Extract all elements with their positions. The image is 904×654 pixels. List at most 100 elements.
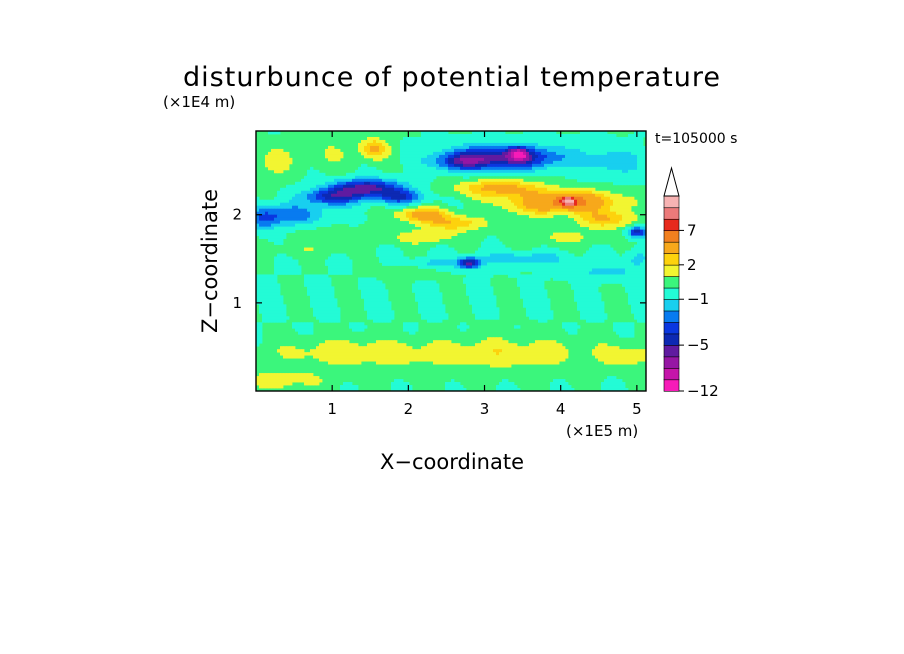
field-cell — [568, 211, 572, 216]
field-cell — [586, 250, 590, 254]
field-cell — [484, 184, 488, 189]
field-cell — [490, 190, 494, 195]
field-cell — [622, 178, 626, 183]
field-cell — [394, 253, 398, 257]
field-cell — [325, 289, 329, 293]
field-cell — [538, 181, 542, 186]
field-cell — [442, 244, 446, 248]
field-cell — [553, 253, 557, 257]
field-cell — [616, 160, 620, 165]
field-cell — [427, 286, 431, 290]
field-cell — [535, 181, 539, 186]
field-cell — [562, 238, 566, 242]
field-cell — [529, 292, 533, 296]
field-cell — [430, 307, 434, 311]
field-cell — [610, 202, 614, 207]
field-cell — [502, 187, 506, 192]
field-cell — [451, 217, 455, 222]
field-cell — [466, 151, 470, 156]
field-cell — [472, 190, 476, 195]
field-cell — [598, 310, 602, 314]
field-cell — [340, 262, 344, 266]
field-cell — [328, 295, 332, 299]
field-cell — [352, 223, 356, 228]
field-cell — [523, 256, 527, 260]
field-cell — [385, 256, 389, 260]
field-cell — [541, 172, 545, 177]
field-cell — [343, 175, 347, 180]
field-cell — [592, 283, 596, 287]
field-cell — [568, 238, 572, 242]
field-cell — [382, 196, 386, 201]
field-cell — [493, 313, 497, 317]
field-cell — [508, 202, 512, 207]
field-cell — [577, 163, 581, 168]
field-cell — [604, 163, 608, 168]
field-cell — [631, 250, 635, 254]
field-cell — [550, 205, 554, 210]
field-cell — [301, 193, 305, 198]
field-cell — [514, 265, 518, 269]
field-cell — [268, 163, 272, 168]
field-cell — [589, 196, 593, 201]
field-cell — [550, 187, 554, 192]
field-cell — [556, 193, 560, 198]
field-cell — [361, 211, 365, 216]
field-cell — [412, 160, 416, 165]
field-cell — [376, 202, 380, 207]
field-cell — [385, 193, 389, 198]
field-cell — [337, 253, 341, 257]
field-cell — [448, 223, 452, 228]
field-cell — [481, 295, 485, 299]
field-cell — [475, 316, 479, 320]
field-cell — [628, 151, 632, 156]
field-cell — [331, 154, 335, 159]
field-cell — [460, 253, 464, 257]
field-cell — [640, 136, 644, 141]
field-cell — [634, 202, 638, 207]
field-cell — [322, 292, 326, 296]
field-cell — [487, 313, 491, 317]
field-cell — [631, 268, 635, 272]
field-cell — [529, 250, 533, 254]
field-cell — [583, 148, 587, 153]
field-cell — [601, 139, 605, 144]
field-cell — [493, 310, 497, 314]
field-cell — [625, 172, 629, 177]
field-cell — [394, 202, 398, 207]
field-cell — [532, 268, 536, 272]
field-cell — [466, 268, 470, 272]
field-cell — [481, 199, 485, 204]
field-cell — [427, 232, 431, 236]
field-cell — [316, 220, 320, 225]
field-cell — [271, 286, 275, 290]
field-cell — [424, 238, 428, 242]
field-cell — [511, 199, 515, 204]
field-cell — [622, 256, 626, 260]
field-cell — [319, 184, 323, 189]
field-cell — [535, 131, 539, 135]
field-cell — [271, 223, 275, 228]
field-cell — [595, 139, 599, 144]
field-cell — [367, 154, 371, 159]
field-cell — [598, 292, 602, 296]
field-cell — [577, 280, 581, 284]
field-cell — [328, 154, 332, 159]
field-cell — [481, 250, 485, 254]
field-cell — [367, 187, 371, 192]
field-cell — [334, 178, 338, 183]
field-cell — [613, 178, 617, 183]
field-cell — [259, 202, 263, 207]
field-cell — [442, 154, 446, 159]
field-cell — [265, 280, 269, 284]
field-cell — [367, 178, 371, 183]
field-cell — [475, 253, 479, 257]
field-cell — [340, 217, 344, 222]
field-cell — [565, 148, 569, 153]
field-cell — [280, 202, 284, 207]
field-cell — [628, 166, 632, 171]
field-cell — [283, 217, 287, 222]
field-cell — [643, 292, 647, 296]
field-cell — [448, 157, 452, 162]
field-cell — [352, 172, 356, 177]
